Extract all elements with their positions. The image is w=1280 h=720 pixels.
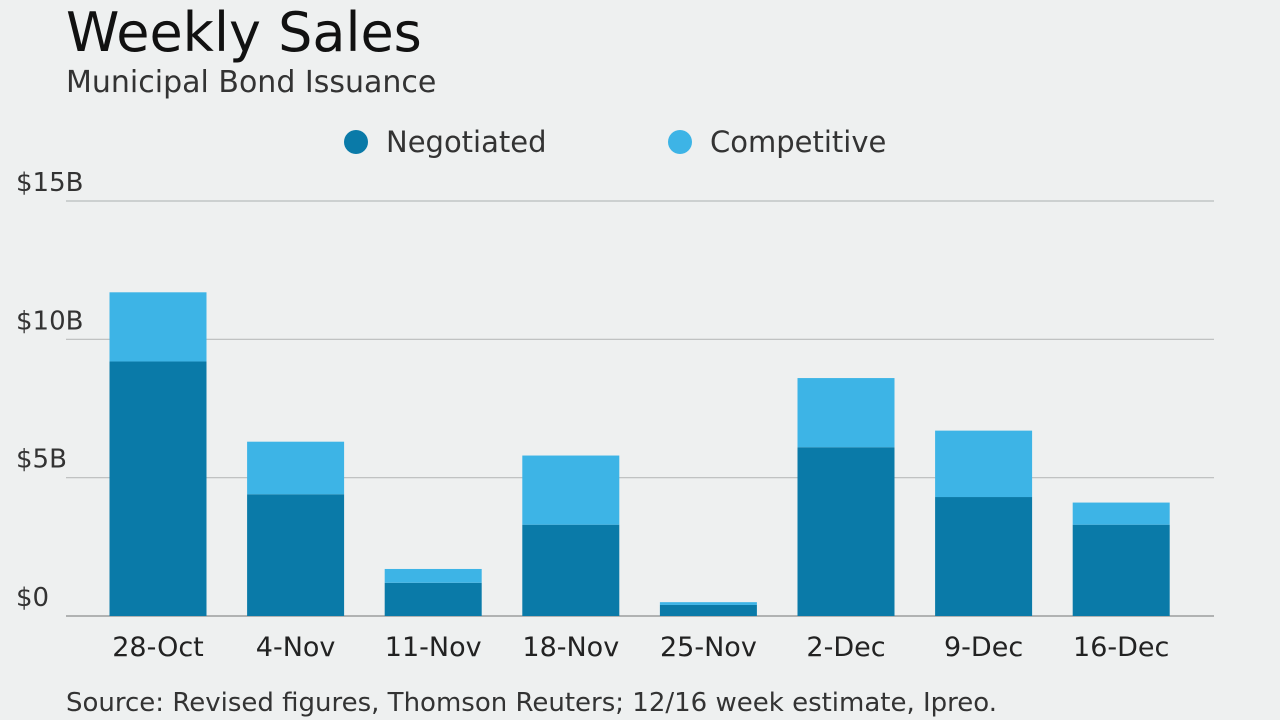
y-tick-label: $0: [16, 583, 49, 613]
x-tick-label: 2-Dec: [806, 632, 885, 663]
x-tick-label: 9-Dec: [944, 632, 1023, 663]
x-tick-label: 11-Nov: [385, 632, 482, 663]
y-tick-label: $5B: [16, 445, 67, 475]
bar-negotiated: [247, 494, 345, 616]
bar-competitive: [659, 602, 757, 605]
bar-negotiated: [659, 604, 757, 616]
x-tick-label: 28-Oct: [112, 632, 204, 663]
bar-negotiated: [935, 497, 1033, 616]
bar-competitive: [109, 292, 207, 362]
legend-item-competitive: Competitive: [668, 122, 886, 162]
bar-competitive: [797, 378, 895, 448]
bar-competitive: [935, 430, 1033, 498]
bar-negotiated: [109, 361, 207, 616]
source-note: Source: Revised figures, Thomson Reuters…: [66, 688, 998, 718]
bar-competitive: [1072, 502, 1170, 525]
chart-title: Weekly Sales: [66, 1, 422, 64]
legend-swatch-competitive: [668, 130, 692, 154]
x-tick-label: 18-Nov: [522, 632, 619, 663]
bar-negotiated: [797, 447, 895, 616]
bar-competitive: [384, 568, 482, 583]
y-tick-label: $10B: [16, 306, 83, 336]
legend-swatch-negotiated: [344, 130, 368, 154]
bar-negotiated: [384, 582, 482, 616]
bar-negotiated: [522, 524, 620, 616]
x-tick-label: 4-Nov: [256, 632, 336, 663]
x-tick-label: 25-Nov: [660, 632, 757, 663]
bar-competitive: [247, 441, 345, 495]
chart-subtitle: Municipal Bond Issuance: [66, 65, 437, 100]
bar-competitive: [522, 455, 620, 525]
legend-label-negotiated: Negotiated: [386, 125, 547, 159]
x-tick-label: 16-Dec: [1073, 632, 1169, 663]
legend-item-negotiated: Negotiated: [344, 122, 547, 162]
bar-negotiated: [1072, 524, 1170, 616]
legend-label-competitive: Competitive: [710, 125, 887, 159]
y-tick-label: $15B: [16, 168, 83, 198]
